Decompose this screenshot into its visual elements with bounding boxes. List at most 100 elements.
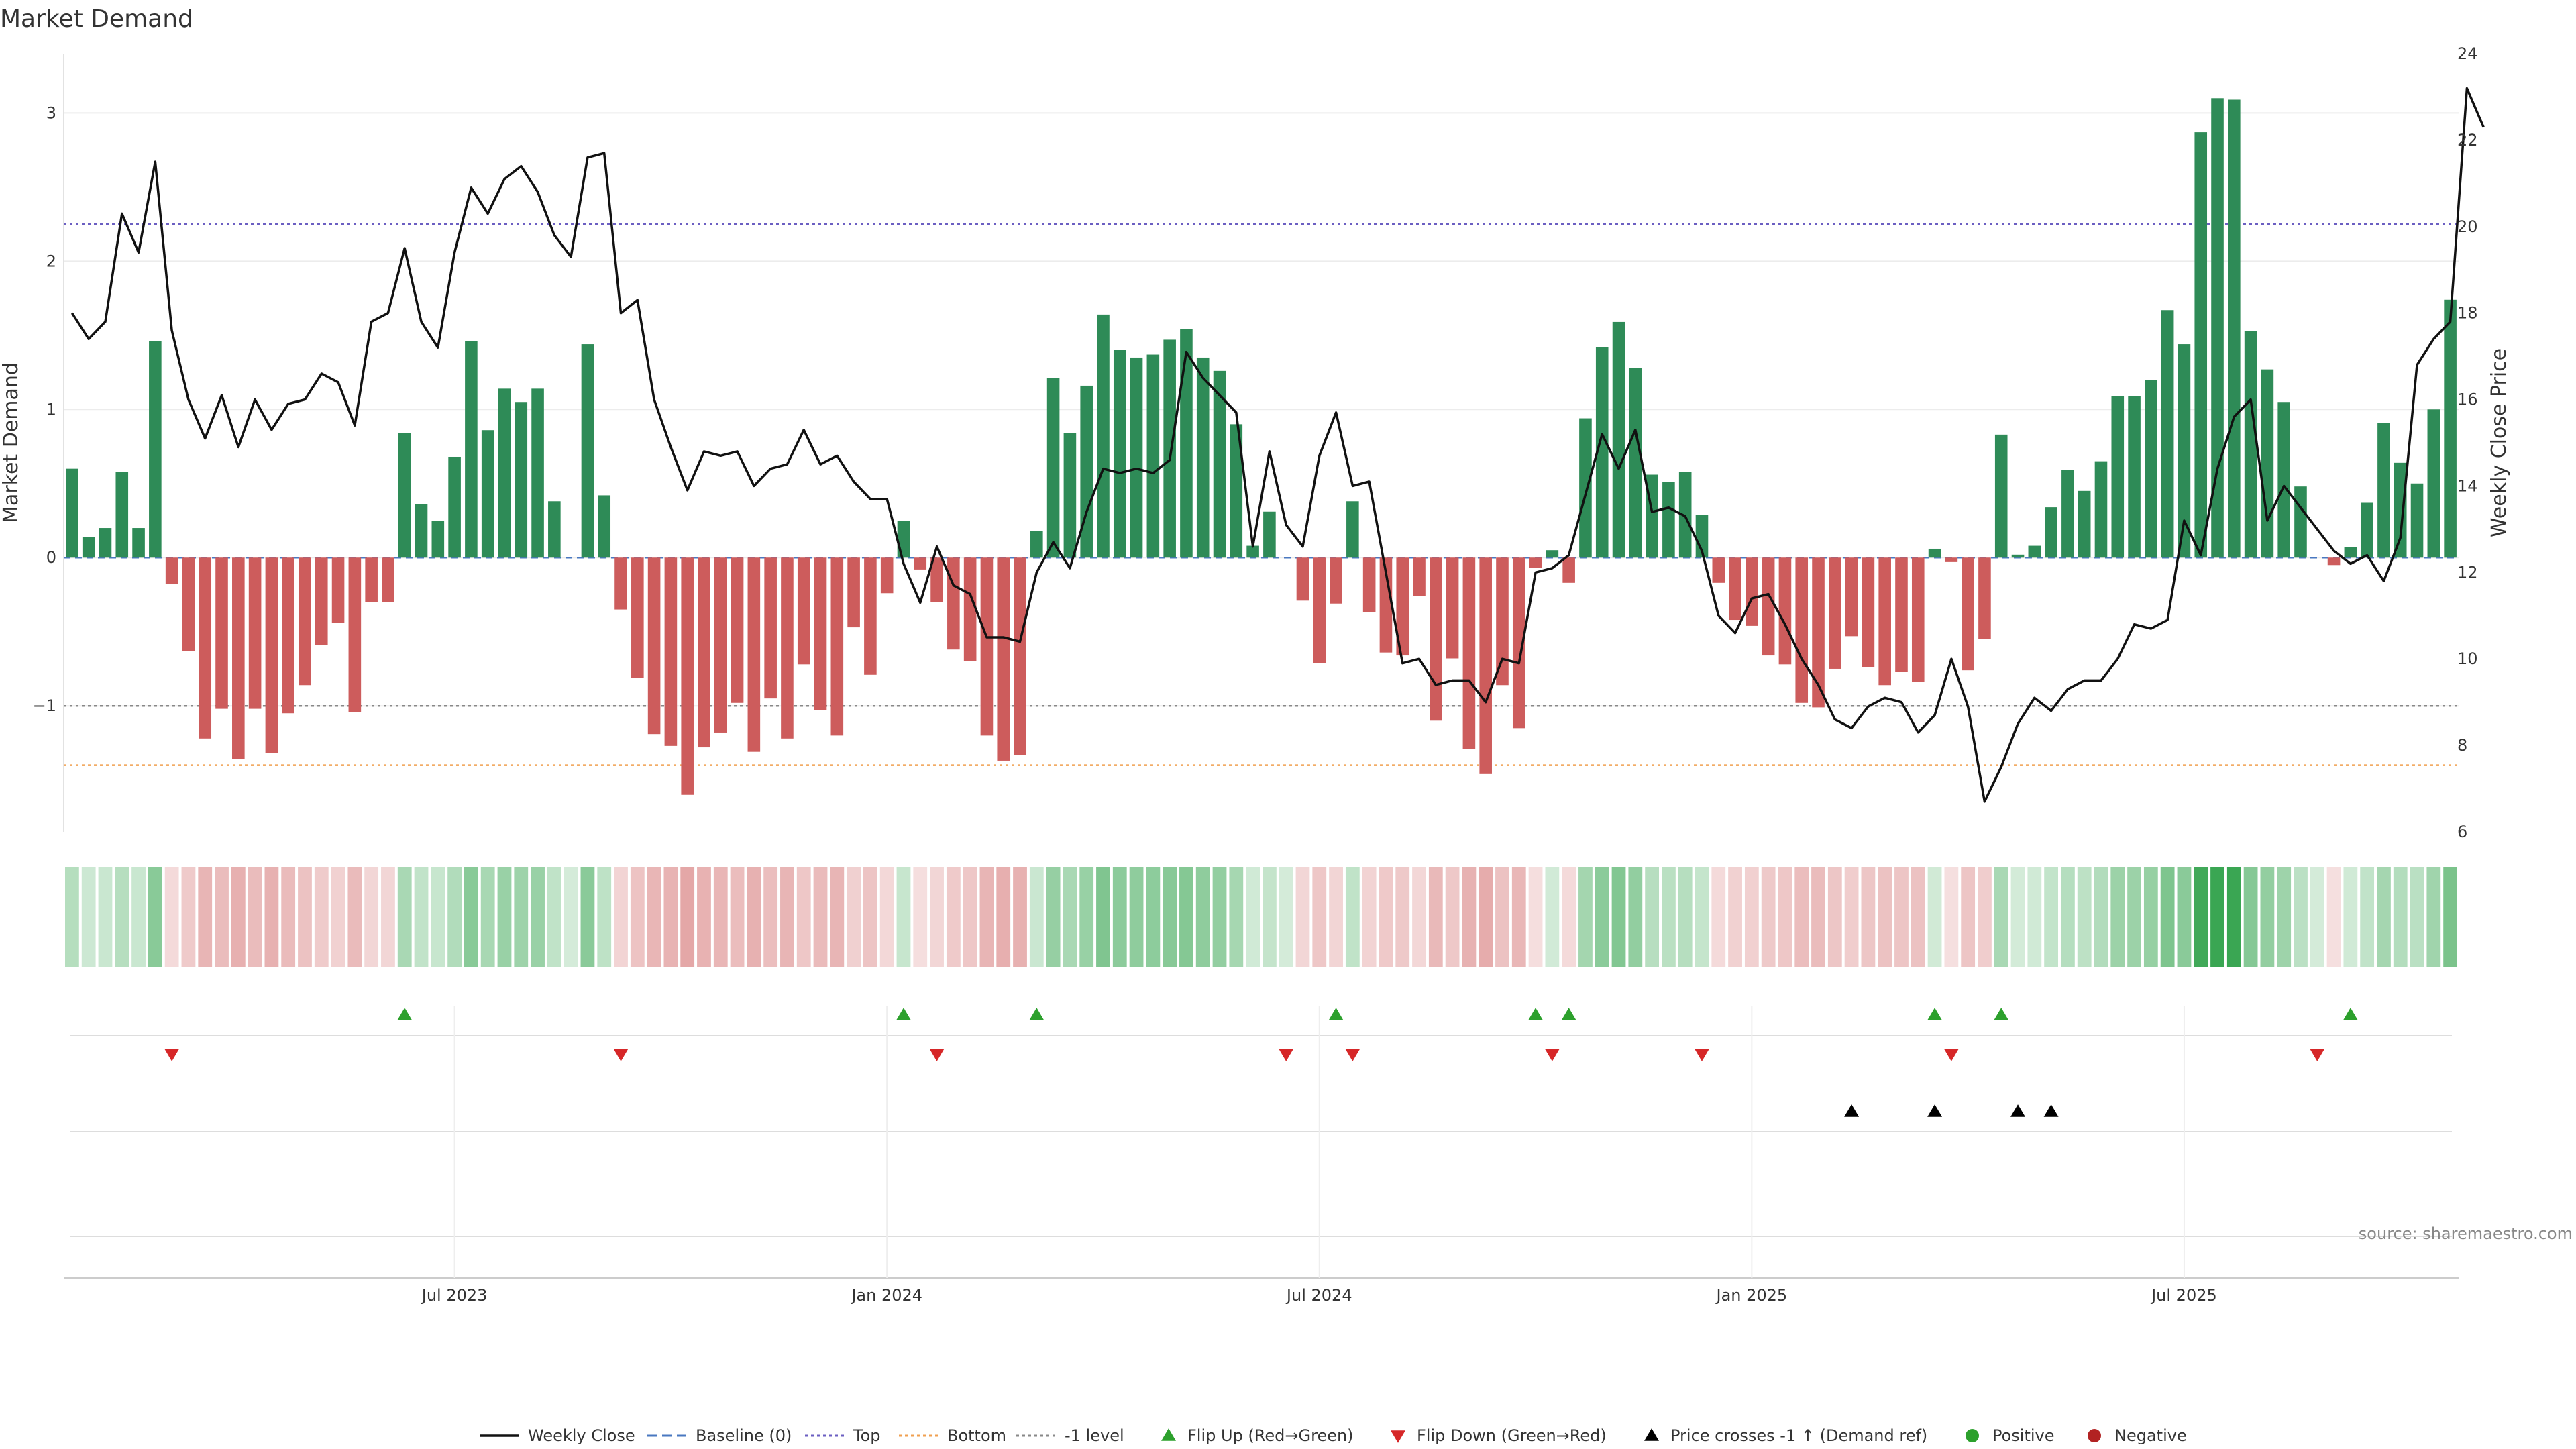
demand-bar	[82, 537, 95, 558]
demand-bar	[2078, 490, 2091, 558]
demand-bar	[1413, 557, 1426, 596]
demand-bar	[864, 557, 877, 675]
heat-cell	[763, 867, 778, 967]
demand-bar	[2011, 554, 2025, 558]
heat-cell	[1495, 867, 1509, 967]
demand-bar	[132, 528, 145, 558]
demand-bar	[2028, 545, 2041, 558]
demand-bar	[199, 557, 212, 739]
demand-bar	[2094, 461, 2108, 558]
demand-bar	[1362, 557, 1376, 612]
demand-bar	[1562, 557, 1575, 583]
demand-bar	[1097, 314, 1110, 558]
heat-cell	[514, 867, 529, 967]
heat-cell	[630, 867, 645, 967]
demand-bar	[1146, 354, 1160, 558]
demand-bar	[448, 456, 461, 558]
right-tick-label: 8	[2457, 736, 2467, 755]
right-tick-label: 14	[2457, 476, 2478, 495]
heat-cell	[2393, 867, 2408, 967]
demand-bar	[847, 557, 860, 628]
legend-label: Price crosses -1 ↑ (Demand ref)	[1670, 1426, 1927, 1445]
demand-bar	[282, 557, 294, 714]
right-axis-label: Weekly Close Price	[2487, 348, 2511, 537]
heat-cell	[1578, 867, 1593, 967]
demand-bar	[1862, 557, 1875, 667]
demand-bar	[232, 557, 245, 759]
heat-cell	[115, 867, 129, 967]
price-cross-marker	[1927, 1104, 1943, 1117]
demand-bar	[315, 557, 328, 645]
heat-cell	[1179, 867, 1193, 967]
heat-cell	[1911, 867, 1925, 967]
demand-bar	[165, 557, 178, 585]
heat-cell	[796, 867, 811, 967]
demand-bar	[2145, 380, 2157, 558]
heat-cell	[963, 867, 977, 967]
demand-bar	[365, 557, 378, 602]
demand-bar	[1746, 557, 1758, 626]
heat-cell	[780, 867, 794, 967]
demand-bar	[66, 468, 78, 558]
heat-cell	[1096, 867, 1110, 967]
event-markers	[164, 1008, 2358, 1117]
demand-bar	[1230, 424, 1243, 558]
heat-cell	[1761, 867, 1776, 967]
demand-bar	[997, 557, 1010, 761]
demand-bar	[115, 472, 129, 558]
demand-bar	[1196, 357, 1210, 558]
demand-bar	[1063, 433, 1077, 558]
heat-cell	[1628, 867, 1643, 967]
heat-cell	[331, 867, 345, 967]
heat-cell	[1163, 867, 1177, 967]
heat-cell	[747, 867, 761, 967]
legend-label: Weekly Close	[528, 1426, 635, 1445]
demand-bar	[515, 402, 528, 558]
heat-cell	[1395, 867, 1410, 967]
demand-bar	[2161, 310, 2174, 558]
weekly-close-line	[70, 87, 2485, 803]
demand-bar	[1994, 434, 2008, 558]
demand-bar	[2228, 99, 2241, 558]
grid	[63, 54, 2459, 832]
heat-cell	[2360, 867, 2375, 967]
demand-bar	[1945, 557, 1958, 562]
x-tick-label: Jul 2024	[1285, 1286, 1352, 1305]
price-cross-marker	[2010, 1104, 2026, 1117]
left-axis-label: Market Demand	[0, 362, 23, 523]
demand-bar	[2361, 502, 2373, 558]
flip-up-marker	[1927, 1008, 1943, 1020]
demand-bar	[465, 341, 478, 558]
legend-swatch-7	[1644, 1428, 1659, 1441]
demand-bar	[382, 557, 394, 602]
demand-bar	[1579, 418, 1592, 558]
flip-down-marker	[1694, 1049, 1709, 1061]
demand-bar	[2194, 132, 2208, 558]
heat-cell	[364, 867, 379, 967]
heat-cell	[98, 867, 113, 967]
heat-cell	[2177, 867, 2192, 967]
demand-bar	[548, 501, 561, 558]
right-tick-label: 12	[2457, 563, 2478, 582]
demand-bar	[1795, 557, 1809, 703]
left-axis-ticks: 3 2 1 0 −1	[33, 103, 56, 715]
heat-cell	[464, 867, 478, 967]
right-tick-label: 20	[2457, 217, 2478, 236]
heat-cell	[1811, 867, 1825, 967]
heat-cell	[930, 867, 944, 967]
demand-bar	[2211, 98, 2224, 558]
heat-cell	[1479, 867, 1493, 967]
demand-bar	[830, 557, 844, 736]
heat-cell	[1728, 867, 1742, 967]
heat-cell	[248, 867, 262, 967]
demand-bar	[1263, 511, 1276, 558]
heat-cell	[1927, 867, 1942, 967]
x-tick-label: Jul 2025	[2150, 1286, 2217, 1305]
demand-bar	[1512, 557, 1525, 729]
heat-cell	[1894, 867, 1909, 967]
flip-up-marker	[1029, 1008, 1044, 1020]
demand-bars	[66, 98, 2457, 795]
heat-cell	[1711, 867, 1726, 967]
heat-cell	[1029, 867, 1044, 967]
demand-bar	[149, 341, 162, 558]
